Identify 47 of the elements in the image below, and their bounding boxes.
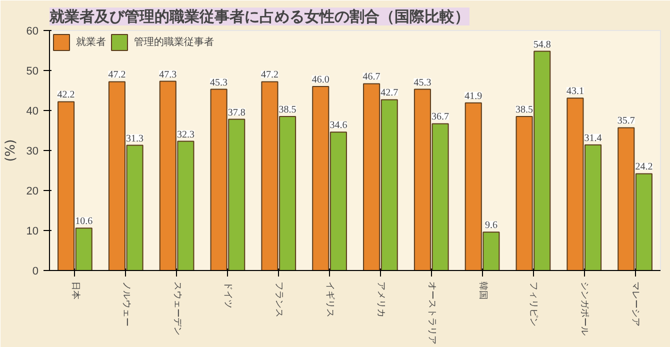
x-tick-label: ノルウェー	[120, 282, 131, 326]
data-label: 42.2	[57, 90, 75, 101]
y-axis-title: (%)	[3, 139, 18, 162]
x-tick-label: ドイツ	[222, 282, 233, 308]
data-label: 32.3	[176, 129, 194, 140]
data-label: 31.4	[584, 132, 602, 144]
data-label: 37.8	[228, 107, 246, 118]
x-tick-label: マレーシア	[630, 282, 640, 326]
x-tick-label: スウェーデン	[172, 282, 182, 336]
data-label: 34.6	[330, 120, 348, 132]
x-tick-label: 日本	[70, 282, 81, 300]
x-tick-label: フランス	[274, 282, 284, 318]
legend-label: 就業者	[76, 36, 106, 49]
x-tick-label: 韓国	[477, 282, 488, 300]
chart-title: 就業者及び管理的職業従事者に占める女性の割合（国際比較）	[48, 8, 470, 26]
data-label: 31.3	[126, 133, 144, 144]
data-label: 54.8	[533, 39, 551, 50]
x-tick-label: アメリカ	[375, 282, 386, 318]
data-label: 41.9	[464, 90, 482, 102]
data-label: 36.7	[432, 112, 450, 123]
x-tick-label: オーストラリア	[426, 282, 436, 344]
y-tick-label: 50	[26, 66, 39, 78]
y-tick-label: 40	[26, 106, 39, 118]
data-label: 43.1	[566, 86, 584, 98]
data-label: 45.3	[414, 77, 432, 88]
y-tick-label: 60	[26, 26, 39, 38]
y-tick-label: 0	[32, 266, 39, 278]
data-label: 47.2	[108, 70, 126, 81]
data-label: 38.5	[516, 104, 534, 116]
data-label: 10.6	[75, 216, 93, 228]
data-label: 46.7	[362, 72, 380, 83]
legend-label: 管理的職業従事者	[134, 36, 214, 49]
y-tick-label: 10	[26, 226, 39, 238]
y-tick-label: 20	[26, 186, 39, 198]
y-tick-label: 30	[26, 146, 39, 158]
x-tick-label: シンガポール	[579, 282, 590, 336]
data-label: 38.5	[278, 104, 296, 116]
data-label: 42.7	[380, 88, 398, 99]
data-label: 35.7	[617, 116, 635, 127]
data-label: 47.3	[159, 69, 177, 80]
data-label: 9.6	[484, 220, 498, 232]
data-label: 46.0	[312, 74, 330, 86]
data-label: 47.2	[260, 70, 278, 81]
data-label: 24.2	[635, 162, 653, 173]
x-tick-label: イギリス	[324, 282, 336, 318]
data-label: 45.3	[210, 77, 228, 88]
x-tick-label: フィリピン	[528, 282, 540, 326]
